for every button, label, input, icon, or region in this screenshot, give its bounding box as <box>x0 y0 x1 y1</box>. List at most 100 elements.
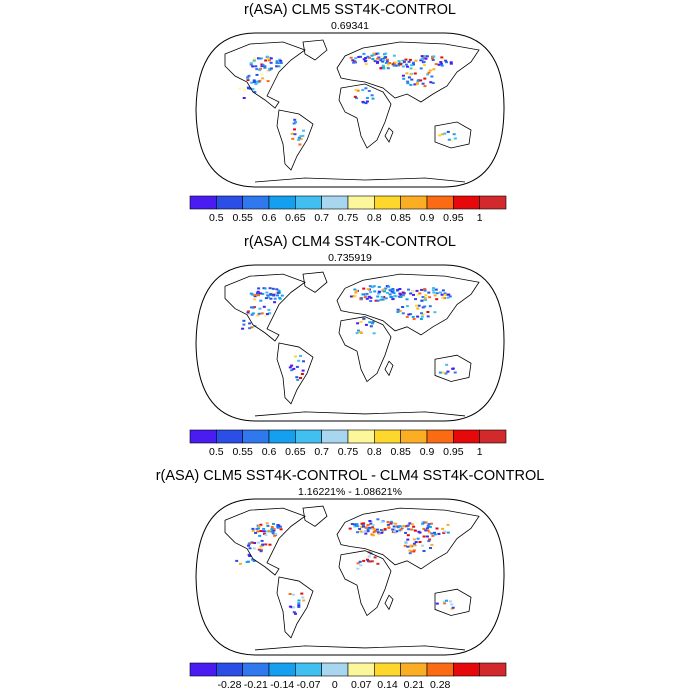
data-cell <box>364 87 368 90</box>
eurasia-outline <box>336 273 480 336</box>
data-cell <box>398 288 402 290</box>
data-cell <box>253 294 257 297</box>
data-cell <box>371 322 374 325</box>
data-cell <box>380 531 384 534</box>
data-cell <box>269 530 273 533</box>
data-cell <box>446 531 450 534</box>
colorbar-swatch <box>295 429 322 444</box>
colorbar-tick-label: 0.9 <box>419 212 435 224</box>
data-cell <box>437 532 441 535</box>
data-cell <box>371 97 375 100</box>
data-cell <box>420 55 424 58</box>
colorbar-tick-label: -0.07 <box>296 679 321 691</box>
data-cell <box>435 527 439 530</box>
data-cell <box>415 304 418 307</box>
data-cell <box>433 294 437 297</box>
data-cell <box>257 294 260 297</box>
colorbar-swatch <box>216 429 243 444</box>
antarctica-outline <box>254 411 466 417</box>
data-cell <box>404 531 408 534</box>
data-cell <box>375 528 379 531</box>
data-cell <box>415 83 419 85</box>
data-cell <box>276 291 280 294</box>
data-cell <box>367 295 371 298</box>
data-cell <box>274 533 278 535</box>
data-cell <box>445 363 449 366</box>
data-cell <box>366 524 370 526</box>
colorbar-tick-label: 0.65 <box>285 212 306 224</box>
data-cell <box>392 64 396 67</box>
data-cell <box>376 562 380 565</box>
data-cell <box>391 289 395 292</box>
data-cell <box>438 291 442 294</box>
data-cell <box>399 296 403 298</box>
data-cell <box>411 290 415 293</box>
data-cell <box>276 524 280 526</box>
map-frame <box>195 498 505 656</box>
data-cell <box>446 296 450 299</box>
data-cell <box>431 289 435 292</box>
data-cell <box>251 88 255 91</box>
data-cell <box>288 593 292 595</box>
data-cell <box>435 298 439 301</box>
data-cell <box>381 64 385 67</box>
data-cell <box>376 299 380 302</box>
data-cell <box>443 132 447 135</box>
data-cell <box>416 537 420 540</box>
data-cell <box>420 288 424 291</box>
data-cell <box>428 305 432 308</box>
colorbar-tick-label: 0.5 <box>209 446 224 458</box>
data-cell <box>413 83 417 86</box>
madagascar-outline <box>384 127 394 143</box>
data-cell <box>418 541 422 543</box>
data-cell <box>365 292 369 295</box>
data-cell <box>419 59 423 62</box>
data-cell <box>364 63 368 66</box>
antarctica-outline <box>254 177 466 183</box>
data-cell <box>355 332 359 335</box>
colorbar-tick-label: 0.28 <box>429 679 451 691</box>
australia-outline <box>434 588 472 616</box>
data-cell <box>270 528 274 530</box>
data-cell <box>448 295 452 298</box>
data-cell <box>356 525 360 528</box>
data-cell <box>253 57 256 60</box>
data-cell <box>359 55 362 58</box>
data-cell <box>440 133 444 136</box>
data-cell <box>452 133 456 136</box>
data-cell <box>269 293 273 296</box>
south-america-outline <box>276 109 314 171</box>
data-cell <box>354 525 358 527</box>
colorbar-swatch <box>242 195 270 210</box>
data-cell <box>359 320 363 323</box>
data-cell <box>255 68 259 71</box>
panel-subtitle: 0.69341 <box>331 20 369 32</box>
data-cell <box>254 83 258 86</box>
data-cell <box>406 524 410 527</box>
data-cell <box>427 523 431 525</box>
data-cell <box>398 292 402 295</box>
data-cell <box>386 523 390 526</box>
data-cell <box>268 287 272 290</box>
colorbar-tick-label: 0.85 <box>390 446 411 458</box>
data-cell <box>290 364 294 367</box>
data-cell <box>431 58 435 61</box>
data-cell <box>299 377 302 379</box>
data-cell <box>405 72 409 75</box>
data-cell <box>278 298 282 301</box>
data-cell <box>443 530 447 533</box>
data-cell <box>265 291 269 294</box>
data-cell <box>252 79 256 82</box>
greenland-outline <box>302 271 328 293</box>
data-cell <box>235 559 239 562</box>
data-cell <box>368 560 372 563</box>
data-cell <box>260 539 264 542</box>
data-cell <box>397 60 401 63</box>
panel-subtitle: 1.16221% - 1.08621% <box>298 486 402 498</box>
data-cell <box>429 547 432 549</box>
data-cell <box>292 367 296 370</box>
data-cell <box>398 62 402 65</box>
data-cell <box>424 529 428 532</box>
colorbar-swatch <box>347 662 375 677</box>
data-cell <box>360 526 364 529</box>
